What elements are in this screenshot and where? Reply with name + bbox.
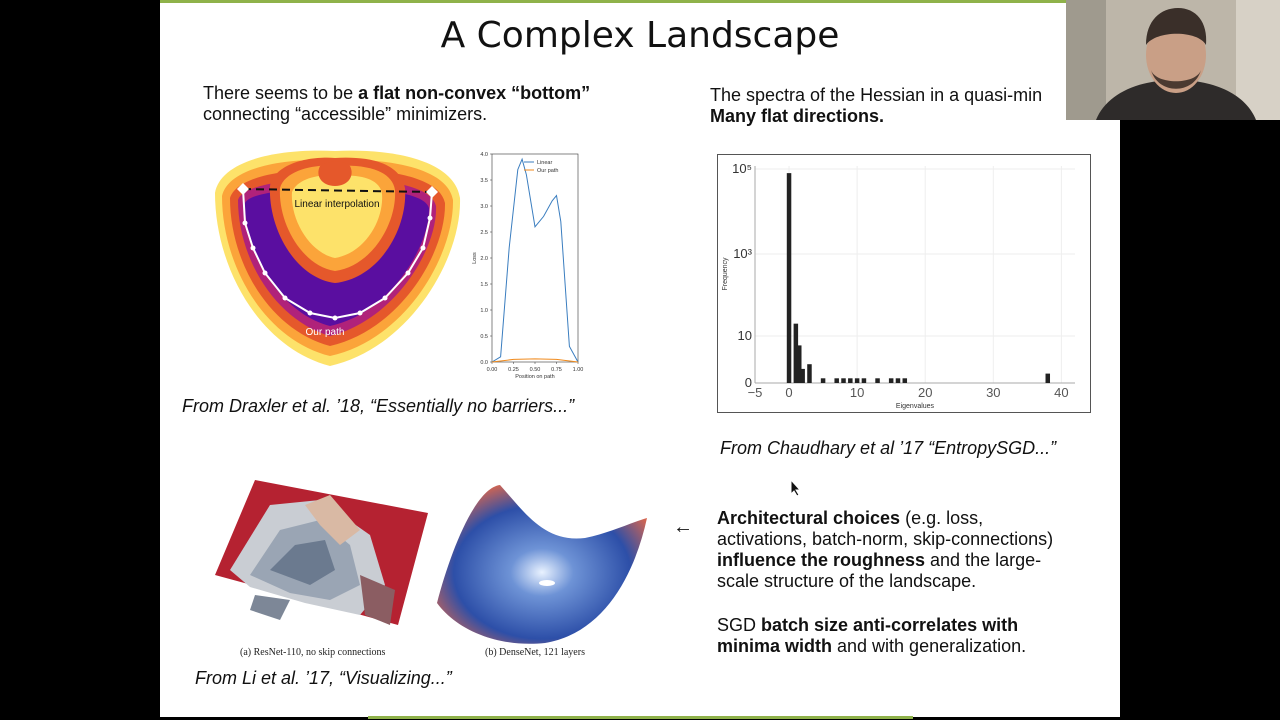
histogram-bar <box>875 378 880 383</box>
series-line-linear <box>491 157 579 363</box>
text-fragment: and with generalization. <box>832 636 1027 656</box>
histogram-bar <box>820 378 826 383</box>
bold-fragment: Architectural choices <box>717 508 901 528</box>
histogram-bar <box>841 378 846 383</box>
histogram-bar <box>807 364 812 383</box>
x-tick-label: 30 <box>986 385 1000 400</box>
y-axis-label: Frequency <box>722 257 729 291</box>
histogram-bar <box>834 378 839 383</box>
histogram-bar <box>786 173 792 383</box>
resnet-surface-figure <box>215 480 428 625</box>
x-tick-label: 0.25 <box>508 367 519 373</box>
bold-fragment: minima width <box>717 636 833 656</box>
y-tick-label: 3.5 <box>480 178 488 184</box>
y-tick-label: 1.5 <box>480 282 488 288</box>
histogram-bar <box>848 378 853 383</box>
plot-frame <box>491 153 579 363</box>
legend-label: Our path <box>537 168 558 174</box>
x-tick-label: 1.00 <box>573 367 584 373</box>
li-caption: From Li et al. ’17, “Visualizing...” <box>195 668 452 688</box>
draxler-caption: From Draxler et al. ’18, “Essentially no… <box>182 396 575 416</box>
loss-path-chart: 0.0 0.5 1.0 1.5 2.0 2.5 3.0 3.5 4.0 0.00 0.25 0.50 0… <box>472 152 584 380</box>
chart-frame <box>717 154 1091 413</box>
x-tick-label: 20 <box>918 385 932 400</box>
histogram-bar <box>793 323 799 383</box>
histogram-bar <box>1045 373 1051 383</box>
y-tick-label: 3.0 <box>480 204 488 210</box>
slide: A Complex Landscape There seems to be a … <box>160 3 1120 717</box>
architecture-text: Architectural choices (e.g. loss, activa… <box>717 508 1097 592</box>
series-line-our-path <box>491 358 579 363</box>
y-tick-label: 4.0 <box>480 152 488 158</box>
hessian-text: The spectra of the Hessian in a quasi-mi… <box>710 85 1120 127</box>
text-fragment: SGD <box>717 615 762 635</box>
x-tick-label: 40 <box>1054 385 1068 400</box>
slide-title: A Complex Landscape <box>440 15 840 56</box>
text-fragment: There seems to be <box>203 83 359 103</box>
presenter-webcam <box>1066 0 1280 120</box>
arrow-icon: ← <box>673 516 693 538</box>
y-tick-label: 0.5 <box>480 334 488 340</box>
x-axis-label: Eigenvalues <box>896 403 935 410</box>
bold-fragment: batch size anti-correlates with <box>761 615 1019 635</box>
text-fragment: (e.g. loss, <box>900 508 984 528</box>
bold-fragment: influence the roughness <box>717 550 926 570</box>
x-tick-label: 0.50 <box>530 367 541 373</box>
x-tick-label: 10 <box>850 385 864 400</box>
resnet-caption: (a) ResNet-110, no skip connections <box>240 647 386 658</box>
densenet-caption: (b) DenseNet, 121 layers <box>485 647 585 658</box>
y-tick-label: 2.5 <box>480 230 488 236</box>
histogram-bar <box>902 378 908 383</box>
window-border-bottom <box>368 716 913 719</box>
contour-landscape-figure: Linear interpolation Our path <box>215 150 461 366</box>
text-fragment: connecting “accessible” minimizers. <box>203 104 488 124</box>
histogram-bar <box>895 378 901 383</box>
text-fragment: and the large- <box>925 550 1042 570</box>
linear-interpolation-label: Linear interpolation <box>294 199 379 210</box>
y-tick-label: 0.0 <box>480 360 488 366</box>
legend-label: Linear <box>537 160 552 166</box>
presenter-video <box>1066 0 1280 120</box>
our-path-label: Our path <box>306 327 345 338</box>
bold-fragment: a flat non-convex “bottom” <box>358 83 591 103</box>
y-tick-label: 2.0 <box>480 256 488 262</box>
sgd-text: SGD batch size anti-correlates with mini… <box>717 615 1097 657</box>
chaudhary-caption: From Chaudhary et al ’17 “EntropySGD...” <box>720 438 1057 458</box>
x-tick-label: 0.75 <box>551 367 562 373</box>
histogram-bar <box>854 378 860 383</box>
x-tick-label: −5 <box>748 385 763 400</box>
y-tick-label: 1.0 <box>480 308 488 314</box>
y-axis-label: Loss <box>472 252 478 264</box>
bold-fragment: Many flat directions. <box>710 106 885 126</box>
x-tick-label: 0 <box>785 385 792 400</box>
histogram-bar <box>888 378 894 383</box>
histogram-bar <box>861 378 867 383</box>
flat-bottom-text: There seems to be a flat non-convex “bot… <box>203 83 643 125</box>
y-tick-label: 0 <box>745 375 752 390</box>
densenet-surface-figure <box>437 485 647 644</box>
mouse-pointer-icon <box>790 479 802 497</box>
window-border-top <box>160 0 1080 3</box>
histogram-bar <box>797 345 802 383</box>
y-tick-label: 10³ <box>733 246 752 261</box>
y-tick-label: 10⁵ <box>732 161 752 176</box>
text-fragment: activations, batch-norm, skip-connection… <box>717 529 1054 549</box>
x-tick-label: 0.00 <box>487 367 498 373</box>
x-axis-label: Position on path <box>515 374 554 380</box>
text-fragment: The spectra of the Hessian in a quasi-mi… <box>710 85 1043 105</box>
y-tick-label: 10 <box>738 328 752 343</box>
text-fragment: scale structure of the landscape. <box>717 571 977 591</box>
histogram-bar <box>800 368 805 383</box>
